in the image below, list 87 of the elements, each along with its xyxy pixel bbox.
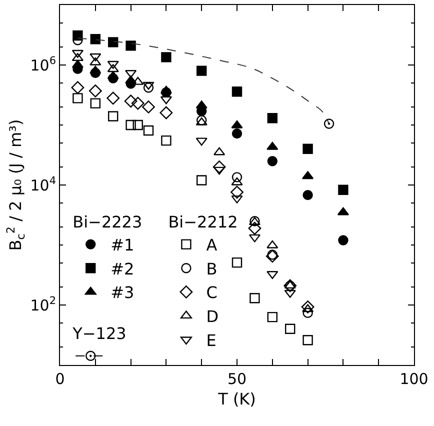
point bbox=[301, 300, 314, 314]
annotation: Bi−2212 bbox=[168, 212, 238, 232]
point bbox=[107, 71, 119, 80]
legend-label: #3 bbox=[110, 283, 134, 302]
point bbox=[72, 60, 84, 68]
point bbox=[124, 94, 138, 108]
point bbox=[107, 64, 119, 72]
point bbox=[142, 82, 154, 90]
point bbox=[285, 324, 296, 334]
point bbox=[143, 82, 154, 93]
point bbox=[232, 86, 242, 97]
legend-label: B bbox=[206, 259, 218, 278]
point bbox=[232, 257, 242, 268]
point bbox=[248, 222, 262, 235]
point bbox=[324, 118, 334, 129]
point bbox=[250, 293, 260, 304]
annotation: Bi−2223 bbox=[72, 212, 142, 232]
point bbox=[266, 240, 278, 248]
point bbox=[108, 111, 118, 122]
point bbox=[88, 84, 102, 98]
point bbox=[72, 50, 84, 58]
point bbox=[196, 175, 207, 186]
point bbox=[161, 52, 172, 62]
point bbox=[90, 34, 100, 44]
point bbox=[90, 98, 100, 108]
point bbox=[248, 234, 260, 242]
point bbox=[231, 120, 243, 128]
point bbox=[302, 144, 313, 154]
point bbox=[337, 207, 349, 216]
point bbox=[160, 86, 172, 94]
point bbox=[71, 81, 84, 94]
point bbox=[232, 128, 242, 139]
point bbox=[266, 142, 278, 150]
point bbox=[132, 120, 143, 130]
point bbox=[160, 96, 172, 104]
point bbox=[338, 235, 348, 246]
point bbox=[302, 171, 314, 180]
point bbox=[72, 53, 84, 62]
point bbox=[231, 177, 243, 186]
point bbox=[160, 106, 173, 120]
point bbox=[143, 125, 154, 136]
y-tick-label: 10$^{4}$ bbox=[30, 174, 56, 194]
point bbox=[284, 280, 296, 289]
point bbox=[126, 120, 136, 130]
point bbox=[338, 184, 348, 195]
point bbox=[90, 66, 102, 74]
point bbox=[284, 290, 296, 298]
point bbox=[267, 312, 278, 322]
point bbox=[106, 92, 120, 105]
legend-label: A bbox=[206, 236, 218, 255]
point bbox=[126, 40, 136, 51]
y-tick-label: 10$^{2}$ bbox=[30, 294, 56, 314]
point bbox=[302, 304, 314, 312]
point bbox=[196, 117, 208, 126]
point bbox=[90, 53, 102, 62]
point bbox=[142, 100, 155, 114]
annotation: Y−123 bbox=[72, 324, 126, 343]
point bbox=[267, 113, 278, 124]
point bbox=[196, 100, 208, 109]
x-tick-label: 100 bbox=[400, 370, 428, 388]
point bbox=[266, 250, 279, 263]
legend-label: E bbox=[206, 330, 216, 350]
legend-label: D bbox=[206, 306, 219, 326]
point bbox=[267, 156, 278, 166]
point bbox=[108, 37, 118, 48]
legend-label: C bbox=[206, 283, 218, 302]
point bbox=[231, 195, 243, 204]
point bbox=[214, 166, 226, 175]
point bbox=[72, 93, 83, 104]
point bbox=[90, 57, 102, 66]
x-axis-title: T (K) bbox=[217, 390, 256, 409]
point bbox=[196, 138, 208, 146]
point bbox=[214, 147, 226, 156]
legend-label: #1 bbox=[110, 236, 134, 255]
point bbox=[230, 186, 244, 199]
point bbox=[196, 66, 207, 76]
point bbox=[161, 135, 172, 146]
y-tick-label: 10$^{6}$ bbox=[30, 54, 56, 74]
point bbox=[131, 96, 144, 110]
point bbox=[302, 190, 313, 200]
point bbox=[302, 335, 313, 346]
x-tick-label: 0 bbox=[55, 370, 65, 388]
point bbox=[232, 172, 242, 182]
point bbox=[107, 60, 119, 69]
legend-label: #2 bbox=[110, 259, 134, 278]
point bbox=[212, 160, 226, 174]
x-tick-label: 50 bbox=[227, 370, 247, 388]
